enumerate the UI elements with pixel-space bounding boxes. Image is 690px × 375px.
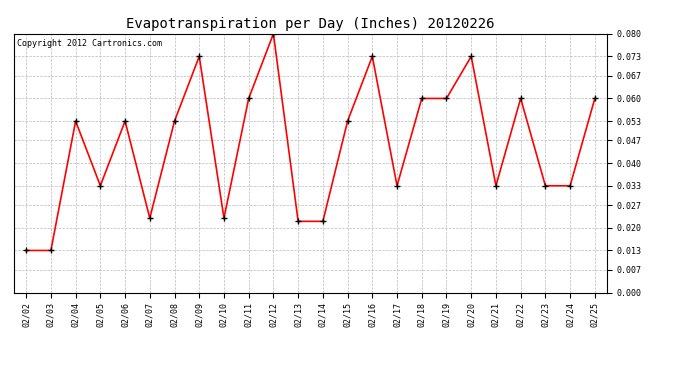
- Title: Evapotranspiration per Day (Inches) 20120226: Evapotranspiration per Day (Inches) 2012…: [126, 17, 495, 31]
- Text: Copyright 2012 Cartronics.com: Copyright 2012 Cartronics.com: [17, 39, 161, 48]
